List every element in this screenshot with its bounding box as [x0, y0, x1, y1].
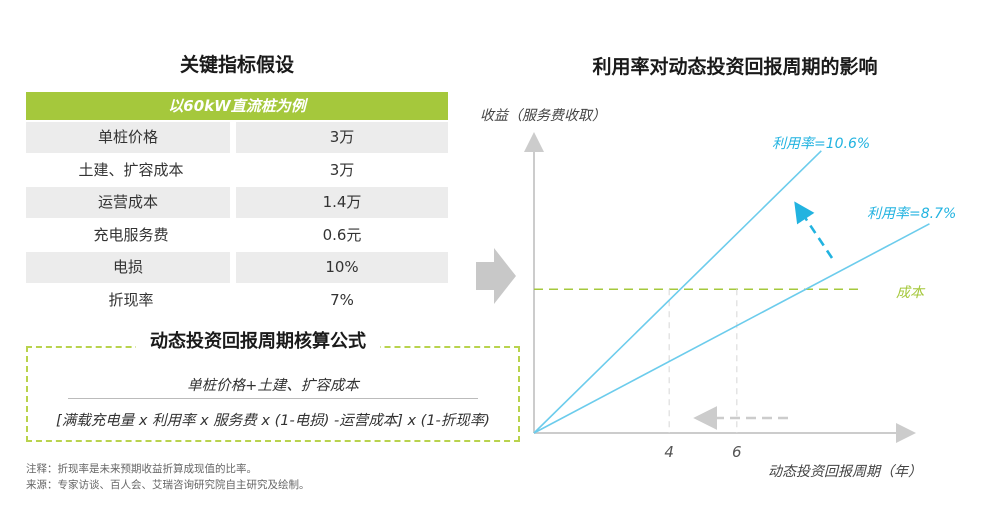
source-note: 来源：专家访谈、百人会、艾瑞咨询研究院自主研究及绘制。 — [26, 479, 310, 491]
table-row: 单桩价格 3万 — [26, 122, 448, 153]
formula-fraction-bar — [68, 398, 478, 399]
left-title: 关键指标假设 — [179, 54, 294, 76]
table-cell-value: 7% — [330, 290, 354, 309]
series-line — [533, 223, 930, 434]
right-arrow-icon — [476, 248, 516, 304]
formula-denominator: [满载充电量 x 利用率 x 服务费 x (1-电损) -运营成本] x (1-… — [56, 413, 490, 429]
table-cell-value: 1.4万 — [236, 187, 448, 218]
table-cell-value: 3万 — [236, 122, 448, 153]
table-cell-label: 折现率 — [108, 290, 154, 309]
table-cell-value: 0.6元 — [322, 225, 362, 244]
kpi-table-header: 以60kW直流桩为例 — [26, 92, 448, 120]
formula-numerator: 单桩价格+土建、扩容成本 — [187, 378, 359, 394]
series-label: 利用率=10.6% — [772, 136, 870, 152]
table-cell-value: 10% — [236, 252, 448, 283]
table-row: 折现率 7% — [26, 285, 448, 316]
utilization-increase-arrow — [794, 201, 834, 259]
x-tick-label: 6 — [732, 443, 742, 461]
cost-label: 成本 — [896, 285, 926, 301]
table-cell-label: 电损 — [26, 252, 236, 283]
table-cell-value: 3万 — [329, 160, 355, 179]
series-line — [533, 150, 822, 434]
chart-title: 利用率对动态投资回报周期的影响 — [592, 56, 878, 78]
series-label: 利用率=8.7% — [867, 206, 956, 222]
kpi-table: 以60kW直流桩为例 单桩价格 3万 土建、扩容成本 3万 运营成本 1.4万 … — [26, 92, 448, 315]
table-cell-label: 充电服务费 — [93, 225, 169, 244]
y-axis-label: 收益（服务费收取） — [480, 108, 606, 124]
x-axis-label: 动态投资回报周期（年） — [768, 464, 922, 480]
table-cell-label: 单桩价格 — [26, 122, 236, 153]
x-tick-label: 4 — [664, 443, 674, 461]
table-row: 电损 10% — [26, 252, 448, 283]
footnote: 注释：折现率是未来预期收益折算成现值的比率。 — [26, 463, 257, 475]
table-cell-label: 土建、扩容成本 — [78, 160, 184, 179]
table-row: 充电服务费 0.6元 — [26, 220, 448, 251]
table-row: 运营成本 1.4万 — [26, 187, 448, 218]
table-row: 土建、扩容成本 3万 — [26, 155, 448, 186]
formula-title: 动态投资回报周期核算公式 — [136, 327, 380, 353]
table-cell-label: 运营成本 — [26, 187, 236, 218]
